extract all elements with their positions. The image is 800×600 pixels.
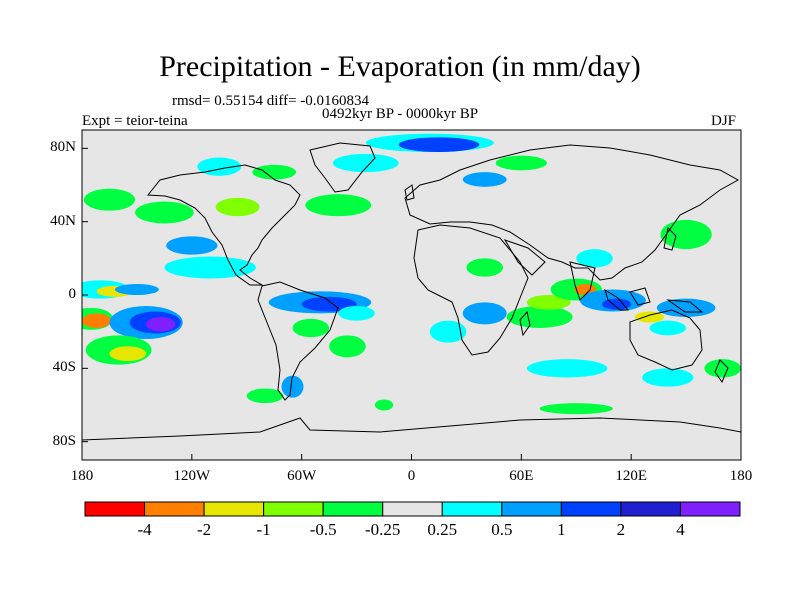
- anomaly-region: [539, 403, 613, 415]
- anomaly-region: [114, 284, 159, 295]
- colorbar-label: 4: [676, 520, 685, 539]
- map-title: Precipitation - Evaporation (in mm/day): [159, 50, 641, 83]
- stats-label: rmsd= 0.55154 diff= -0.0160834: [172, 93, 370, 109]
- season-label: DJF: [711, 113, 737, 129]
- anomaly-region: [338, 306, 375, 321]
- coastlines: [82, 142, 741, 460]
- colorbar-label: 0.5: [491, 520, 513, 539]
- anomaly-region: [649, 320, 687, 336]
- anomaly-region: [301, 296, 357, 312]
- anomaly-region: [495, 155, 547, 171]
- anomaly-region: [329, 335, 366, 358]
- coastline-india: [569, 261, 596, 301]
- coastline-sumatra: [604, 288, 630, 311]
- anomaly-region: [466, 258, 504, 277]
- x-tick-label: 60E: [509, 468, 534, 484]
- colorbar: [84, 501, 741, 517]
- anomaly-region: [332, 153, 399, 173]
- coastline-eurasia: [404, 144, 740, 281]
- anomaly-region: [704, 359, 741, 378]
- coastline-antarctica: [82, 417, 741, 460]
- y-tick-label: 40N: [50, 212, 76, 229]
- colorbar-label: -0.5: [309, 520, 337, 539]
- anomaly-region: [252, 164, 297, 180]
- colorbar-swatch: [382, 501, 443, 517]
- coastline-arabia: [503, 239, 546, 276]
- anomaly-region: [82, 313, 112, 328]
- colorbar-label: -0.25: [365, 520, 401, 539]
- colorbar-label: -4: [137, 520, 152, 539]
- anomaly-region: [506, 306, 573, 328]
- anomaly-region: [634, 311, 665, 323]
- anomaly-region: [398, 137, 480, 153]
- anomaly-region: [576, 249, 613, 268]
- period-label: 0492kyr BP - 0000kyr BP: [322, 106, 479, 122]
- anomaly-region: [462, 172, 507, 187]
- experiment-label: Expt = teior-teina: [82, 113, 188, 129]
- anomaly-region: [642, 368, 694, 387]
- colorbar-swatch: [620, 501, 681, 517]
- y-tick-label: 0: [68, 286, 77, 302]
- colorbar-swatch: [679, 501, 741, 517]
- colorbar-label: -2: [196, 520, 212, 539]
- anomaly-region: [164, 256, 256, 279]
- colorbar-swatch: [144, 501, 205, 517]
- anomaly-region: [135, 201, 194, 224]
- colorbar-swatch: [84, 501, 146, 517]
- colorbar-swatch: [441, 501, 503, 517]
- anomaly-region: [526, 295, 571, 310]
- x-tick-label: 180: [729, 468, 753, 484]
- coastline-greenland: [309, 142, 376, 193]
- colorbar-label: -1: [256, 520, 271, 539]
- x-tick-label: 180: [70, 468, 94, 484]
- x-tick-label: 120E: [615, 468, 647, 484]
- axis-ticks: [81, 147, 742, 460]
- coastline-north-america: [147, 164, 301, 286]
- colorbar-label: 0.25: [427, 520, 458, 539]
- x-tick-label: 0: [407, 468, 416, 484]
- coastline-madagascar: [519, 310, 531, 337]
- coastline-japan: [663, 226, 677, 251]
- coastline-africa: [413, 224, 529, 356]
- coastline-australia: [629, 309, 703, 371]
- colorbar-swatch: [560, 501, 622, 517]
- map-background: [82, 130, 741, 460]
- coastline-new-zealand: [714, 359, 729, 384]
- coastline-britain: [404, 184, 415, 201]
- anomaly-region: [305, 194, 372, 217]
- anomaly-region: [281, 375, 304, 398]
- anomaly-region: [429, 320, 467, 343]
- colorbar-swatch: [203, 501, 265, 517]
- coastline-new-guinea: [666, 299, 704, 313]
- anomaly-region: [660, 219, 712, 250]
- anomaly-region: [146, 317, 176, 332]
- x-tick-label: 120W: [173, 468, 211, 484]
- coastline-borneo: [629, 287, 651, 306]
- anomaly-region: [462, 302, 507, 325]
- y-tick-label: 80N: [50, 139, 76, 156]
- coastline-south-america: [257, 281, 339, 401]
- anomaly-region: [292, 318, 330, 338]
- colorbar-swatch: [322, 501, 384, 517]
- y-tick-label: 80S: [52, 432, 76, 449]
- anomaly-region: [109, 346, 147, 361]
- anomaly-region: [374, 399, 394, 411]
- anomaly-region: [166, 236, 218, 255]
- colorbar-label: 2: [616, 520, 626, 539]
- anomaly-region: [246, 388, 284, 404]
- x-tick-label: 60W: [287, 468, 317, 484]
- colorbar-swatch: [263, 501, 324, 517]
- anomaly-region: [83, 188, 136, 211]
- anomaly-region: [215, 197, 260, 217]
- colorbar-swatch: [501, 501, 562, 517]
- anomaly-region: [526, 359, 608, 378]
- colorbar-label: 1: [557, 520, 566, 539]
- y-tick-label: 40S: [52, 359, 76, 376]
